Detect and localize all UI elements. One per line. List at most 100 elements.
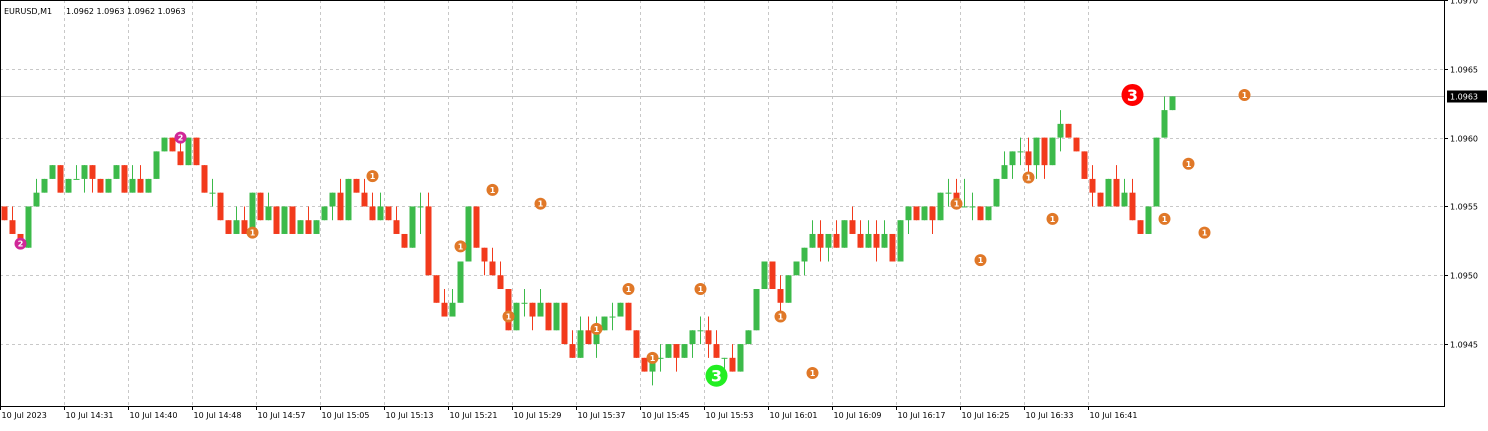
candle [521,289,528,317]
candle-body [425,206,432,276]
pattern-marker: 1 [974,254,987,267]
candle-body [1049,137,1056,166]
marker-circle [14,237,27,250]
candle-body [601,316,608,331]
x-tick-label: 10 Jul 16:41 [1090,411,1138,420]
marker-label: 1 [370,172,376,181]
marker-label: 1 [1202,229,1208,238]
price-tag-bg [1447,90,1487,103]
plot-frame [0,0,1445,407]
pattern-marker: 1 [646,351,659,364]
marker-circle [1238,88,1251,101]
x-tick-label: 10 Jul 16:09 [834,411,882,420]
candle [457,261,464,303]
pattern-marker: 1 [1022,171,1035,184]
marker-circle [590,322,603,335]
candle [657,344,664,372]
marker-label: 1 [250,229,256,238]
candle [425,192,432,276]
candle-body [865,233,872,248]
candle-body [1105,178,1112,207]
candle [929,206,936,234]
candle-body [1153,137,1160,207]
candle [97,178,104,193]
marker-circle [646,351,659,364]
candle-body [617,302,624,317]
marker-label: 1 [626,285,632,294]
marker-label: 1 [1162,215,1168,224]
marker-circle [1046,212,1059,225]
candle [857,220,864,248]
candle-body [193,137,200,166]
pattern-marker: 1 [950,197,963,210]
candle [1145,206,1152,234]
candle-body [1009,151,1016,166]
candle-body [849,220,856,234]
marker-circle [502,310,515,323]
candle [769,261,776,290]
candle-body [233,220,240,234]
candle [321,206,328,221]
candle [49,165,56,179]
x-tick-label: 10 Jul 15:45 [642,411,690,420]
candle-body [529,302,536,317]
candle [1113,165,1120,207]
y-tick-label: 1.0955 [1450,203,1478,212]
candle-body [129,178,136,193]
marker-circle [1182,157,1195,170]
candle-body [593,330,600,345]
marker-circle [366,170,379,183]
candle-body [753,289,760,331]
candle [1065,123,1072,138]
candle-body [65,178,72,193]
candle [33,178,40,207]
candle-body [553,302,560,331]
ohlc-label: 1.0962 1.0963 1.0962 1.0963 [66,7,186,16]
candle [873,220,880,262]
y-tick-label: 1.0960 [1450,135,1478,144]
x-tick-label: 10 Jul 14:40 [130,411,178,420]
candle-body [825,233,832,248]
candle-body [985,206,992,221]
candle-body [857,233,864,248]
candle [265,192,272,221]
candle-body [1001,165,1008,179]
candle [185,137,192,166]
candle [921,206,928,221]
candle [673,344,680,372]
candle [377,192,384,221]
candle [1073,137,1080,152]
marker-label: 1 [698,285,704,294]
candle-body [137,178,144,193]
candle [897,220,904,262]
candle-body [513,302,520,331]
marker-label: 1 [650,354,656,363]
marker-circle [454,240,467,253]
candle-body [273,206,280,234]
candle-body [905,206,912,221]
candle-body [393,220,400,234]
candle [273,206,280,234]
candle [313,220,320,234]
candle [1001,151,1008,179]
candle-body [481,247,488,262]
candle [121,165,128,193]
candle-body [1129,192,1136,221]
pattern-marker: 1 [1182,157,1195,170]
candle-body [105,178,112,193]
candle [729,344,736,372]
candle [241,206,248,234]
marker-circle [534,197,547,210]
marker-label: 1 [778,313,784,322]
marker-label: 2 [18,240,24,249]
x-tick-label: 10 Jul 15:53 [706,411,754,420]
candle [1105,178,1112,207]
candle [633,330,640,358]
candle [841,220,848,248]
candle-body [417,206,424,208]
candle [385,206,392,221]
candle-body [441,302,448,317]
candle [433,275,440,303]
candle [465,206,472,262]
